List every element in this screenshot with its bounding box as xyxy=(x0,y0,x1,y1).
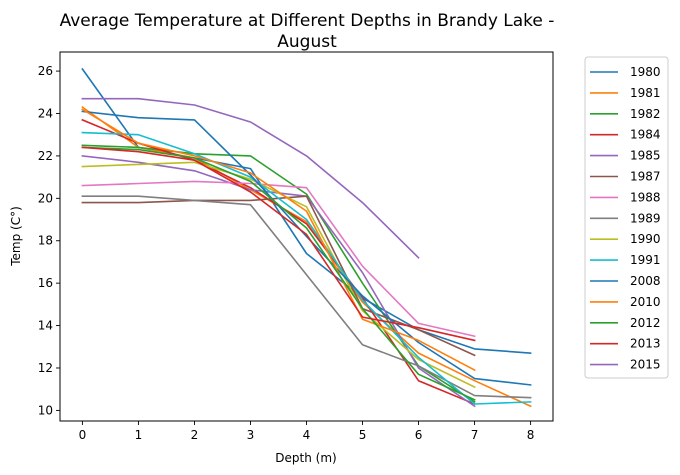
legend-label-2008: 2008 xyxy=(630,274,661,288)
legend-label-1984: 1984 xyxy=(630,128,661,142)
legend-label-2010: 2010 xyxy=(630,295,661,309)
y-tick-label: 26 xyxy=(38,64,53,78)
x-tick-label: 2 xyxy=(191,428,199,442)
x-tick-label: 8 xyxy=(527,428,535,442)
y-tick-label: 14 xyxy=(38,319,53,333)
legend-label-1985: 1985 xyxy=(630,149,661,163)
series-line-2013 xyxy=(81,146,476,342)
x-tick-label: 7 xyxy=(471,428,479,442)
chart-title: Average Temperature at Different Depths … xyxy=(60,11,555,52)
y-axis-label: Temp (C°) xyxy=(9,206,23,267)
y-tick-label: 22 xyxy=(38,149,53,163)
x-axis-label: Depth (m) xyxy=(275,451,336,465)
series-line-1988 xyxy=(81,180,476,338)
series-line-1987 xyxy=(81,195,476,357)
legend-items: 1980 1981 1982 1984 1985 1987 1988 1989 1990 1991… xyxy=(590,65,661,372)
legend-label-1991: 1991 xyxy=(630,253,661,267)
legend-label-2013: 2013 xyxy=(630,337,661,351)
legend: 1980 1981 1982 1984 1985 1987 1988 1989 1990 1991… xyxy=(584,56,669,379)
legend-label-1981: 1981 xyxy=(630,86,661,100)
series-line-2008 xyxy=(81,110,532,386)
y-tick-label: 24 xyxy=(38,107,53,121)
x-tick-label: 6 xyxy=(415,428,423,442)
x-tick-label: 4 xyxy=(303,428,311,442)
y-tick-label: 12 xyxy=(38,361,53,375)
legend-label-1980: 1980 xyxy=(630,65,661,79)
y-tick-label: 18 xyxy=(38,234,53,248)
series-line-2012 xyxy=(81,146,476,401)
chart-title-line-1: Average Temperature at Different Depths … xyxy=(60,11,555,31)
legend-box xyxy=(584,56,669,379)
series-line-2010 xyxy=(81,108,476,372)
x-tick-label: 1 xyxy=(135,428,143,442)
plot-lines xyxy=(81,67,532,408)
x-tick-label: 0 xyxy=(79,428,87,442)
y-tick-label: 10 xyxy=(38,403,53,417)
x-axis: 0 1 2 3 4 5 6 7 8 xyxy=(79,421,535,442)
series-line-1989 xyxy=(81,195,532,399)
y-axis: 10 12 14 16 18 20 22 24 26 xyxy=(38,64,60,417)
x-tick-label: 5 xyxy=(359,428,367,442)
series-line-1991 xyxy=(81,131,532,405)
legend-label-1988: 1988 xyxy=(630,190,661,204)
series-line-2015 xyxy=(81,97,420,259)
series-line-1981 xyxy=(81,105,532,408)
legend-label-1987: 1987 xyxy=(630,170,661,184)
legend-label-1982: 1982 xyxy=(630,107,661,121)
legend-label-1990: 1990 xyxy=(630,232,661,246)
y-tick-label: 20 xyxy=(38,191,53,205)
legend-label-2015: 2015 xyxy=(630,358,661,372)
series-line-1990 xyxy=(81,161,476,389)
legend-label-1989: 1989 xyxy=(630,211,661,225)
legend-label-2012: 2012 xyxy=(630,316,661,330)
y-tick-label: 16 xyxy=(38,276,53,290)
chart-title-line-2: August xyxy=(277,32,337,52)
x-tick-label: 3 xyxy=(247,428,255,442)
